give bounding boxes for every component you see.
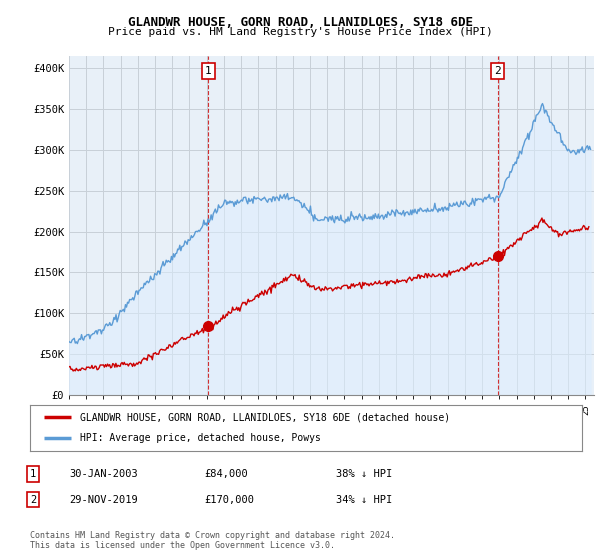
Text: GLANDWR HOUSE, GORN ROAD, LLANIDLOES, SY18 6DE (detached house): GLANDWR HOUSE, GORN ROAD, LLANIDLOES, SY… [80, 412, 450, 422]
Text: 2: 2 [30, 494, 36, 505]
Text: 2: 2 [494, 66, 502, 76]
Text: £84,000: £84,000 [204, 469, 248, 479]
Text: 1: 1 [30, 469, 36, 479]
Text: HPI: Average price, detached house, Powys: HPI: Average price, detached house, Powy… [80, 433, 320, 444]
Text: £170,000: £170,000 [204, 494, 254, 505]
Text: 1: 1 [205, 66, 211, 76]
Text: Contains HM Land Registry data © Crown copyright and database right 2024.
This d: Contains HM Land Registry data © Crown c… [30, 531, 395, 550]
Text: Price paid vs. HM Land Registry's House Price Index (HPI): Price paid vs. HM Land Registry's House … [107, 27, 493, 37]
Text: GLANDWR HOUSE, GORN ROAD, LLANIDLOES, SY18 6DE: GLANDWR HOUSE, GORN ROAD, LLANIDLOES, SY… [128, 16, 473, 29]
Text: 34% ↓ HPI: 34% ↓ HPI [336, 494, 392, 505]
Text: 29-NOV-2019: 29-NOV-2019 [69, 494, 138, 505]
Text: 30-JAN-2003: 30-JAN-2003 [69, 469, 138, 479]
Text: 38% ↓ HPI: 38% ↓ HPI [336, 469, 392, 479]
